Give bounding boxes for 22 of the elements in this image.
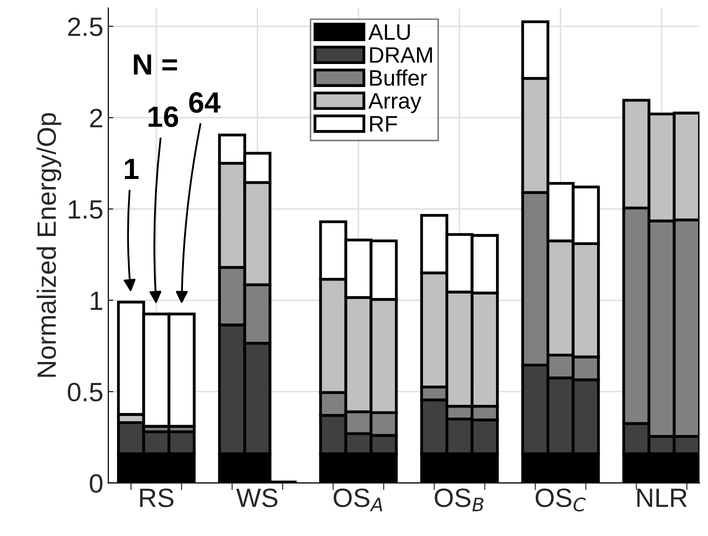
x-tick-label: OS$_{B}$ [434,488,484,512]
annotation: 1 [124,158,139,180]
x-tick-label: OS$_{A}$ [334,488,382,512]
legend-label: Array [368,93,422,114]
annotation: 16 [148,106,178,128]
y-tick-label: 2.5 [68,17,102,36]
y-tick-label: 1.5 [68,200,102,219]
annotation: N = [134,54,177,75]
x-tick-label: RS [140,488,174,508]
legend-label: RF [370,116,398,132]
legend-label: DRAM [370,47,432,63]
legend-label: ALU [368,24,410,40]
y-tick-label: 0.5 [68,382,102,402]
x-tick-label: WS [236,488,278,508]
y-axis-title: Normalized Energy/Op [36,113,62,377]
x-tick-label: NLR [637,488,687,507]
annotation: 64 [189,92,220,113]
y-tick-label: 0 [90,474,102,493]
x-tick-label: OS$_{C}$ [536,488,586,512]
legend-label: Buffer [370,69,427,86]
y-tick-label: 2 [90,108,102,128]
y-tick-label: 1 [90,292,102,310]
